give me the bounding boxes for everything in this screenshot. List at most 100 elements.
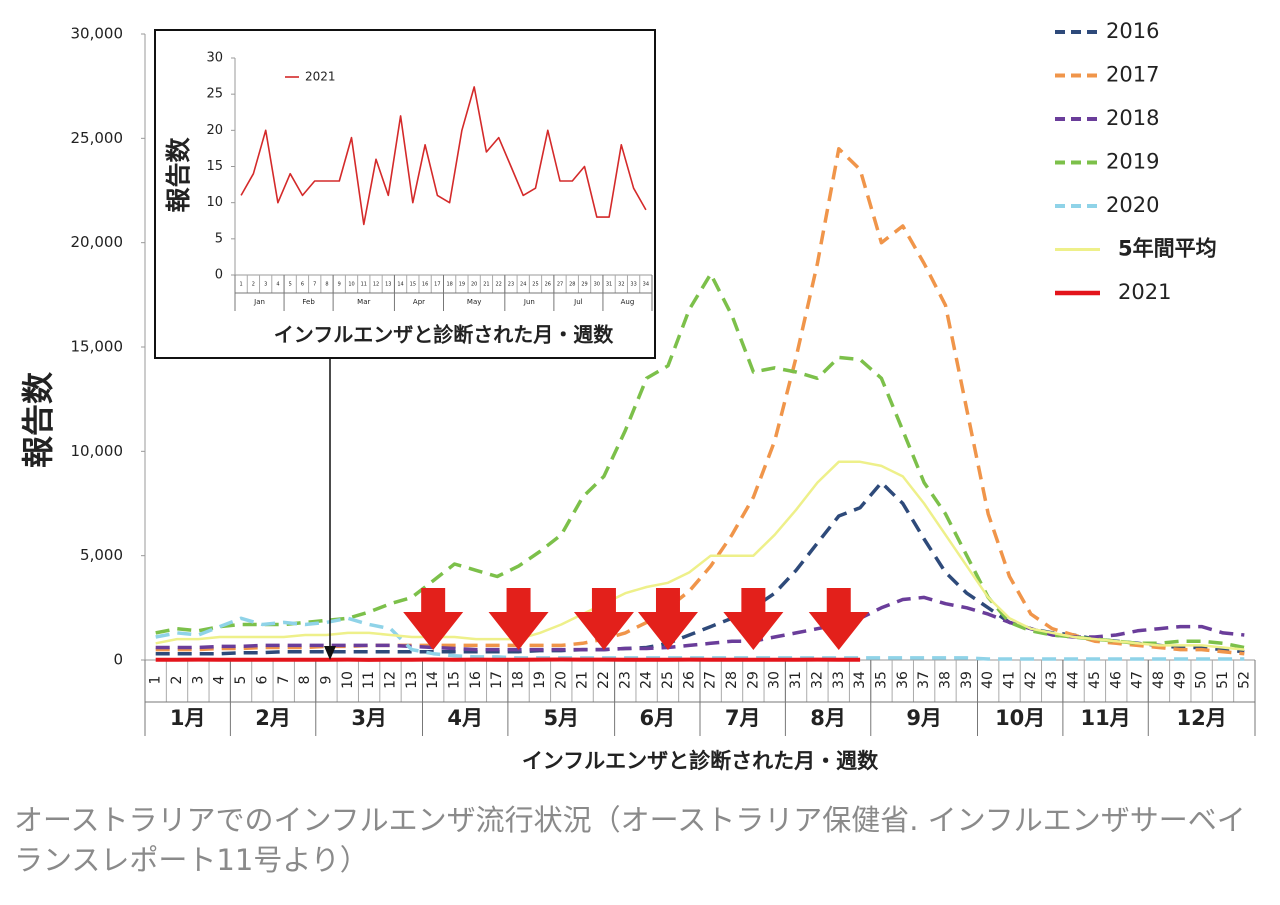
x-tick-label: 39 xyxy=(959,671,975,689)
x-tick-label: 7 xyxy=(276,676,292,685)
red-arrow xyxy=(637,588,698,650)
month-label: Apr xyxy=(413,298,425,306)
month-label: 3月 xyxy=(351,706,387,730)
month-label: Jul xyxy=(573,298,583,306)
y-tick-label: 20,000 xyxy=(71,233,124,251)
x-tick-label: 20 xyxy=(471,282,477,288)
x-tick-label: 25 xyxy=(660,671,676,689)
month-label: 11月 xyxy=(1080,706,1130,730)
series-line xyxy=(155,595,1245,652)
y-tick-label: 10,000 xyxy=(71,442,124,460)
x-tick-label: 5 xyxy=(233,676,249,685)
x-tick-label: 17 xyxy=(434,282,440,288)
x-tick-label: 45 xyxy=(1087,671,1103,689)
x-tick-label: 13 xyxy=(404,671,420,689)
x-tick-label: 10 xyxy=(348,282,354,288)
x-tick-label: 31 xyxy=(788,671,804,689)
x-tick-label: 47 xyxy=(1130,671,1146,689)
legend-label: 2019 xyxy=(1106,150,1159,174)
red-arrow xyxy=(488,588,549,650)
month-label: May xyxy=(467,298,481,306)
x-tick-label: 1 xyxy=(148,676,164,685)
x-tick-label: 3 xyxy=(190,676,206,685)
y-axis-label: 報告数 xyxy=(19,371,57,468)
x-tick-label: 16 xyxy=(422,282,428,288)
month-label: 5月 xyxy=(543,706,579,730)
inset-frame xyxy=(154,29,656,359)
x-tick-label: 30 xyxy=(594,282,600,288)
month-label: 1月 xyxy=(170,706,206,730)
x-tick-label: 6 xyxy=(254,675,270,684)
x-tick-label: 4 xyxy=(276,282,279,288)
x-tick-label: 23 xyxy=(508,282,514,288)
month-label: 8月 xyxy=(810,706,846,730)
x-tick-label: 5 xyxy=(289,282,292,288)
x-tick-label: 32 xyxy=(809,671,825,689)
x-tick-label: 22 xyxy=(596,671,612,689)
x-tick-label: 1 xyxy=(240,282,243,288)
x-tick-label: 30 xyxy=(767,671,783,689)
x-tick-label: 34 xyxy=(643,282,649,288)
x-tick-label: 33 xyxy=(831,671,847,689)
series-line xyxy=(155,460,1245,651)
y-tick-label: 25,000 xyxy=(71,129,124,147)
x-axis-label: インフルエンザと診断された月・週数 xyxy=(274,323,614,347)
legend-label: 2017 xyxy=(1106,63,1159,87)
x-tick-label: 48 xyxy=(1151,671,1167,689)
month-label: 4月 xyxy=(447,706,483,730)
x-tick-label: 2 xyxy=(252,282,255,288)
annotation-arrows xyxy=(403,588,869,650)
x-tick-label: 40 xyxy=(980,671,996,689)
legend-label: 5年間平均 xyxy=(1118,237,1217,261)
x-tick-label: 21 xyxy=(575,671,591,689)
y-tick-label: 0 xyxy=(215,268,223,283)
x-tick-label: 27 xyxy=(703,671,719,689)
x-tick-label: 12 xyxy=(382,671,398,689)
x-tick-label: 12 xyxy=(373,282,379,288)
x-tick-label: 23 xyxy=(617,671,633,689)
x-tick-label: 31 xyxy=(606,282,612,288)
x-tick-label: 24 xyxy=(520,282,526,288)
series-line xyxy=(155,480,1245,656)
x-tick-label: 28 xyxy=(724,671,740,689)
x-tick-label: 49 xyxy=(1172,671,1188,689)
x-tick-label: 6 xyxy=(301,282,304,288)
legend-label: 2021 xyxy=(305,70,336,84)
caption: オーストラリアでのインフルエンザ流行状況（オーストラリア保健省. インフルエンザ… xyxy=(14,803,1246,877)
x-tick-label: 14 xyxy=(397,282,403,288)
x-tick-label: 11 xyxy=(361,671,377,689)
x-tick-label: 14 xyxy=(425,671,441,689)
x-tick-label: 19 xyxy=(459,282,465,288)
x-tick-label: 51 xyxy=(1215,671,1231,689)
x-tick-label: 8 xyxy=(297,676,313,685)
legend-label: 2016 xyxy=(1106,19,1159,43)
y-tick-label: 25 xyxy=(206,87,223,102)
month-label: 9月 xyxy=(906,706,942,730)
y-tick-label: 15,000 xyxy=(71,338,124,356)
x-tick-label: 9 xyxy=(338,282,341,288)
x-tick-label: 13 xyxy=(385,282,391,288)
y-tick-label: 30 xyxy=(206,51,223,66)
x-tick-label: 28 xyxy=(569,282,575,288)
x-tick-label: 22 xyxy=(496,282,502,288)
x-tick-label: 3 xyxy=(264,282,267,288)
x-tick-label: 33 xyxy=(630,282,636,288)
x-tick-label: 29 xyxy=(745,671,761,689)
x-tick-label: 52 xyxy=(1236,671,1252,689)
y-tick-label: 5,000 xyxy=(80,546,123,564)
x-tick-label: 43 xyxy=(1044,671,1060,689)
x-axis-label: インフルエンザと診断された月・週数 xyxy=(522,749,879,773)
x-tick-label: 25 xyxy=(532,282,538,288)
x-tick-label: 19 xyxy=(532,671,548,689)
x-tick-label: 11 xyxy=(361,282,367,288)
x-tick-label: 15 xyxy=(410,282,416,288)
x-tick-label: 41 xyxy=(1002,671,1018,689)
x-tick-label: 18 xyxy=(511,671,527,689)
red-arrow xyxy=(573,588,634,650)
x-tick-label: 9 xyxy=(318,676,334,685)
x-tick-label: 35 xyxy=(873,671,889,689)
red-arrow xyxy=(403,588,464,650)
pointer-head xyxy=(324,646,336,660)
legend-label: 2021 xyxy=(1118,280,1171,304)
